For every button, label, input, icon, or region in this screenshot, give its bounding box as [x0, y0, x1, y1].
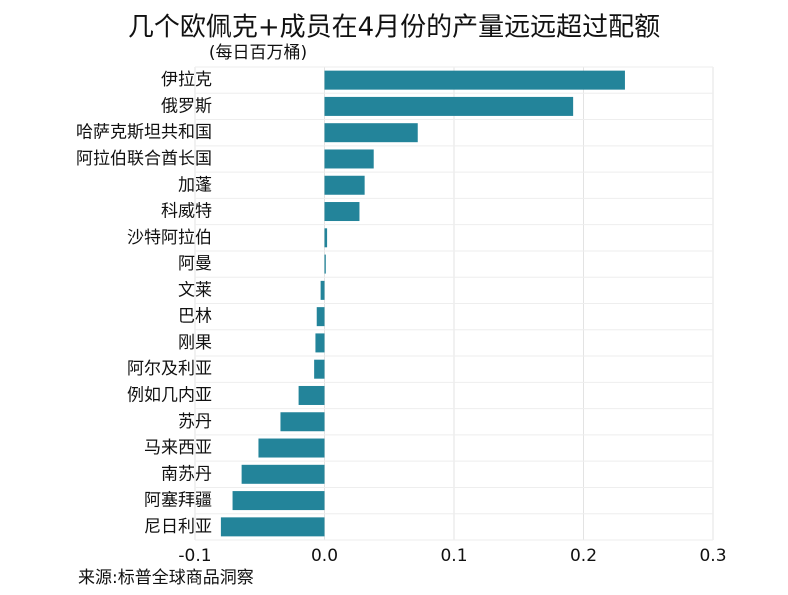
y-tick-label: 加蓬	[178, 175, 212, 195]
bar	[280, 412, 325, 432]
bar	[324, 123, 418, 143]
bar	[324, 70, 625, 90]
bar	[315, 333, 325, 353]
bar	[324, 149, 374, 169]
y-tick-label: 哈萨克斯坦共和国	[76, 123, 212, 143]
y-tick-label: 阿塞拜疆	[144, 491, 212, 511]
y-tick-label: 苏丹	[178, 412, 212, 432]
chart-subtitle: (每日百万桶)	[209, 43, 307, 63]
y-tick-label: 南苏丹	[161, 464, 212, 484]
y-tick-label: 尼日利亚	[144, 517, 212, 537]
bar	[324, 96, 574, 116]
bar	[324, 254, 326, 274]
y-tick-label: 伊拉克	[161, 70, 212, 90]
y-tick-label: 俄罗斯	[161, 96, 212, 116]
bar	[298, 385, 325, 405]
y-tick-label: 科威特	[161, 202, 212, 222]
bar	[324, 228, 328, 248]
x-tick-label: 0.3	[699, 546, 726, 566]
bar	[324, 175, 365, 195]
bar	[241, 464, 325, 484]
bar	[258, 438, 325, 458]
y-tick-label: 马来西亚	[144, 438, 212, 458]
chart-title: 几个欧佩克+成员在4月份的产量远远超过配额	[128, 13, 660, 43]
y-tick-label: 阿尔及利亚	[127, 359, 212, 379]
bar	[324, 202, 360, 222]
bar	[220, 517, 325, 537]
y-tick-label: 文莱	[178, 280, 212, 300]
bar	[316, 307, 325, 327]
y-tick-label: 例如几内亚	[127, 385, 212, 405]
x-tick-label: 0.2	[570, 546, 597, 566]
y-tick-label: 刚果	[178, 333, 212, 353]
bar	[314, 359, 325, 379]
x-tick-label: -0.1	[178, 546, 211, 566]
x-tick-label: 0.1	[440, 546, 467, 566]
x-tick-label: 0.0	[311, 546, 338, 566]
source: 来源:标普全球商品洞察	[78, 568, 254, 588]
y-tick-label: 巴林	[178, 307, 212, 327]
y-tick-label: 沙特阿拉伯	[127, 228, 212, 248]
y-tick-label: 阿拉伯联合酋长国	[76, 149, 212, 169]
bar	[232, 491, 325, 511]
y-tick-label: 阿曼	[178, 254, 212, 274]
bar	[320, 280, 325, 300]
